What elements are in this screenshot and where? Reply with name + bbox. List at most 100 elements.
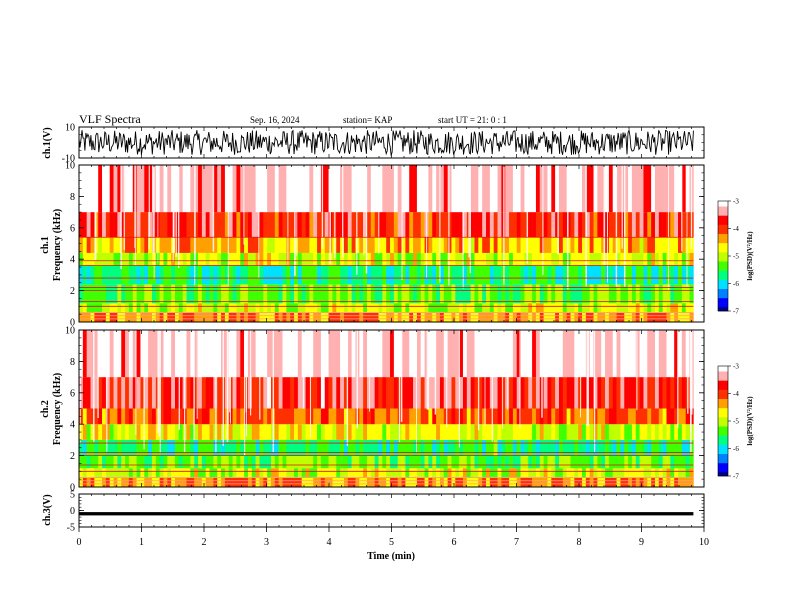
ch1-spectrogram-cell [639, 312, 644, 322]
ch2-spectrogram-cell [240, 424, 245, 440]
ch2-spectrogram-cell [167, 468, 172, 478]
ch1-spectrogram-cell [654, 212, 660, 238]
ch2-spectrogram-cell [512, 330, 518, 378]
ch1-spectrogram-cell [343, 312, 349, 322]
ch1-spectrogram-cell [309, 265, 314, 285]
ch2-spectrogram-cell [86, 455, 91, 469]
ch2-spectrogram-cell [324, 439, 329, 456]
ch2-spectrogram-cell [428, 455, 433, 469]
ch2-spectrogram-cell [505, 439, 510, 456]
ch2-spectrogram-cell [436, 424, 441, 440]
ch1-spectrogram-cell [98, 312, 103, 322]
ch1-spectrogram-cell [267, 303, 272, 313]
ch2-spectrogram-cell [109, 468, 114, 478]
ch1-spectrogram-cell [509, 237, 514, 253]
ch1-spectrogram-cell [247, 284, 253, 304]
ch2-spectrogram-cell [159, 455, 164, 469]
ch1-spectrogram-cell [551, 252, 556, 266]
ch2-spectrogram-cell [351, 455, 356, 469]
ch2-spectrogram-cell [524, 439, 529, 456]
ch1-spectrogram-cell [167, 303, 172, 313]
ch1-spectrogram-cell [140, 312, 145, 322]
ch1-spectrogram-cell [247, 237, 253, 253]
ch2-spectrogram-cell [217, 439, 222, 456]
ch1-spectrogram-cell [558, 284, 564, 304]
ch2-spectrogram-cell [482, 424, 487, 440]
ch1-spectrogram-cell [631, 252, 637, 266]
ch2-spectrogram-cell [405, 424, 410, 440]
ch1-spectrogram-cell [424, 284, 429, 304]
ch2-spectrogram-cell [274, 408, 279, 425]
ch2-spectrogram-cell [90, 330, 95, 378]
ch1-spectrogram-cell [113, 284, 118, 304]
ch2-spectrogram-cell [620, 468, 625, 478]
ch1-spectrogram-cell [370, 265, 375, 285]
ch2-spectrogram-cell [662, 330, 667, 378]
ch2-spectrogram-cell [313, 377, 318, 409]
ch1-spectrogram-cell [459, 284, 464, 304]
ch1-spectrogram-cell [416, 265, 422, 285]
ch1-spectrogram-cell [589, 284, 594, 304]
ch1-spectrogram-cell [593, 284, 598, 304]
ch2-spectrogram-cell [86, 468, 91, 478]
ch1-spectrogram-cell [236, 265, 241, 285]
ch2-spectrogram-cell [359, 468, 364, 478]
ch1-spectrogram-cell [102, 284, 107, 304]
ch1-spectrogram-cell [447, 284, 452, 304]
ch2-spectrogram-cell [198, 424, 203, 440]
ch1-spectrogram-cell [585, 237, 590, 253]
ch1-spectrogram-cell [489, 303, 494, 313]
ch2-spectrogram-cell [190, 455, 195, 469]
ch2-spectrogram-cell [562, 330, 567, 378]
ch1-spectrogram-cell [282, 237, 287, 253]
ch1-spectrogram-cell [297, 252, 303, 266]
ch2-spectrogram-cell [654, 424, 660, 440]
ch1-spectrogram-cell [436, 212, 441, 238]
ch2-spectrogram-cell [651, 477, 656, 487]
ch2-spectrogram-cell [489, 455, 494, 469]
ch2-spectrogram-cell [643, 468, 648, 478]
ch2-spectrogram-cell [82, 455, 87, 469]
ch2-spectrogram-cell [309, 330, 314, 378]
ch2-spectrogram-cell [201, 468, 207, 478]
ch1-spectrogram-cell [628, 252, 633, 266]
ch2-spectrogram-cell [370, 477, 375, 487]
ch2-spectrogram-cell [217, 408, 222, 425]
ch1-spectrogram-cell [267, 265, 272, 285]
ch1-spectrogram-cell [355, 252, 360, 266]
ch2-spectrogram-cell [432, 424, 437, 440]
time-axis-tick-label: 3 [264, 537, 269, 548]
ch2-spectrogram-cell [512, 455, 518, 469]
ch1-spectrogram-cell [324, 312, 329, 322]
ch2-spectrogram-cell [616, 477, 621, 487]
ch2-spectrogram-cell [167, 330, 172, 378]
ch1-spectrogram-cell [259, 284, 264, 304]
ch2-spectrogram-cell [343, 477, 349, 487]
ch2-spectrogram-cell [251, 439, 256, 456]
ch1-spectrogram-cell [662, 265, 667, 285]
ch1-spectrogram-cell [213, 312, 218, 322]
ch2-spectrogram-cell [105, 408, 111, 425]
ch2-spectrogram-cell [528, 455, 533, 469]
ch2-spectrogram-cell [432, 377, 437, 409]
ch1-spectrogram-cell [635, 252, 640, 266]
ch1-colorbar-swatch [718, 234, 728, 237]
ch2-spectrogram-cell [378, 439, 383, 456]
ch1-spectrogram-cell [562, 312, 567, 322]
ch1-spectrogram-cell [136, 265, 141, 285]
ch1-spectrogram-cell [301, 265, 306, 285]
ch1-spectrogram-cell [282, 165, 287, 213]
ch2-spectrogram-cell [343, 439, 349, 456]
ch2-spectrogram-cell [589, 424, 594, 440]
ch1-spectrogram-cell [320, 252, 326, 266]
ch1-spectrogram-cell [355, 165, 360, 213]
ch1-spectrogram-cell [194, 303, 199, 313]
ch1-colorbar-swatch [718, 228, 728, 231]
ch1-spectrogram-cell [163, 252, 168, 266]
ch1-spectrogram-cell [113, 212, 118, 238]
ch1-spectrogram-cell [301, 284, 306, 304]
ch2-spectrogram-cell [282, 439, 287, 456]
ch2-spectrogram-cell [486, 439, 491, 456]
ch1-spectrogram-cell [486, 212, 491, 238]
ch2-spectrogram-cell [301, 455, 306, 469]
